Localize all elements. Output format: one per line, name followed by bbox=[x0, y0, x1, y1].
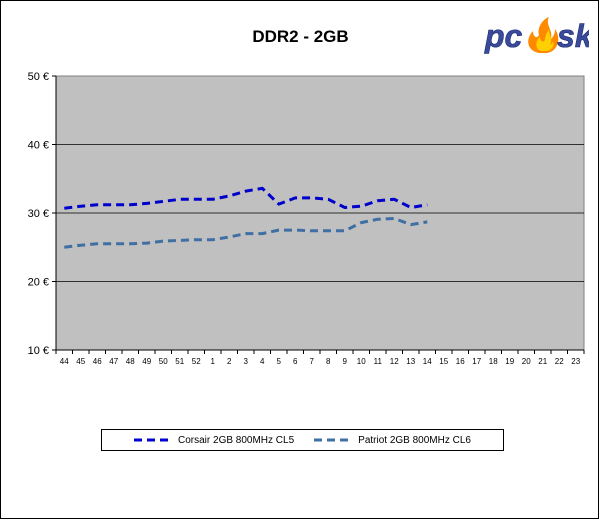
x-tick-label: 47 bbox=[109, 357, 118, 366]
legend-item-patriot: Patriot 2GB 800MHz CL6 bbox=[314, 435, 471, 446]
legend-label-corsair: Corsair 2GB 800MHz CL5 bbox=[178, 434, 295, 446]
x-tick-label: 12 bbox=[390, 357, 399, 366]
x-tick-label: 5 bbox=[277, 357, 282, 366]
chart-title: DDR2 - 2GB bbox=[252, 27, 349, 46]
x-tick-label: 46 bbox=[93, 357, 102, 366]
legend-swatch-corsair bbox=[134, 438, 172, 442]
x-tick-label: 2 bbox=[227, 357, 232, 366]
x-tick-label: 22 bbox=[555, 357, 564, 366]
legend-swatch-patriot bbox=[314, 438, 353, 442]
svg-text:pc: pc bbox=[484, 18, 523, 54]
x-tick-label: 23 bbox=[571, 357, 580, 366]
y-tick-label: 30 € bbox=[28, 208, 49, 220]
x-tick-label: 44 bbox=[60, 357, 69, 366]
x-tick-label: 4 bbox=[260, 357, 265, 366]
y-tick-label: 40 € bbox=[28, 140, 49, 152]
x-tick-label: 16 bbox=[456, 357, 465, 366]
legend-item-corsair: Corsair 2GB 800MHz CL5 bbox=[134, 435, 294, 446]
x-tick-label: 1 bbox=[211, 357, 216, 366]
x-tick-label: 9 bbox=[343, 357, 348, 366]
x-tick-label: 48 bbox=[126, 357, 135, 366]
x-tick-label: 20 bbox=[522, 357, 531, 366]
x-tick-label: 52 bbox=[192, 357, 201, 366]
x-tick-label: 49 bbox=[142, 357, 151, 366]
x-tick-label: 17 bbox=[472, 357, 481, 366]
x-tick-label: 45 bbox=[76, 357, 85, 366]
x-tick-label: 50 bbox=[159, 357, 168, 366]
x-tick-label: 18 bbox=[489, 357, 498, 366]
x-tick-label: 6 bbox=[293, 357, 298, 366]
x-tick-label: 21 bbox=[538, 357, 547, 366]
svg-text:sk: sk bbox=[557, 18, 589, 54]
x-tick-label: 14 bbox=[423, 357, 432, 366]
x-tick-label: 15 bbox=[439, 357, 448, 366]
legend-label-patriot: Patriot 2GB 800MHz CL6 bbox=[358, 434, 471, 446]
x-tick-label: 51 bbox=[175, 357, 184, 366]
y-tick-label: 20 € bbox=[28, 277, 49, 289]
x-tick-label: 10 bbox=[357, 357, 366, 366]
x-tick-label: 8 bbox=[326, 357, 331, 366]
y-tick-label: 10 € bbox=[28, 345, 49, 357]
y-tick-label: 50 € bbox=[28, 71, 49, 83]
x-tick-label: 11 bbox=[374, 357, 383, 366]
flame-icon bbox=[528, 17, 559, 53]
legend: Corsair 2GB 800MHz CL5 Patriot 2GB 800MH… bbox=[101, 429, 504, 451]
x-tick-label: 19 bbox=[505, 357, 514, 366]
series-line-patriot bbox=[64, 217, 428, 249]
x-tick-label: 3 bbox=[244, 357, 249, 366]
pcask-logo: pc sk bbox=[484, 17, 589, 54]
x-tick-label: 13 bbox=[406, 357, 415, 366]
series-line-corsair bbox=[64, 186, 428, 210]
x-tick-label: 7 bbox=[310, 357, 315, 366]
